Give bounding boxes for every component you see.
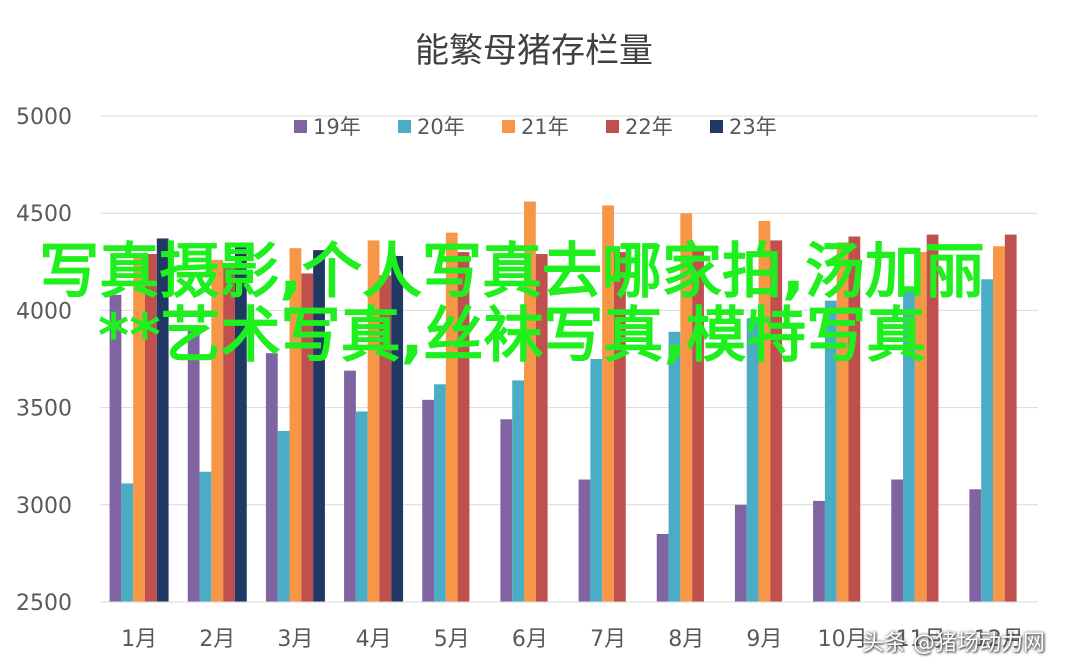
legend: 19年 20年 21年 22年 23年 (294, 115, 777, 139)
x-tick-label: 7月 (590, 627, 626, 652)
bar (758, 220, 771, 602)
watermark: 头条 @猪场动力网 (862, 631, 1045, 656)
x-tick-label: 12月 (974, 627, 1024, 652)
legend-label: 21年 (521, 115, 569, 139)
bar (457, 252, 470, 602)
bar (903, 290, 915, 602)
bar (199, 471, 212, 602)
bar (981, 279, 994, 602)
bar (265, 353, 278, 602)
legend-swatch (398, 120, 411, 133)
bar (133, 257, 145, 602)
bar (578, 479, 591, 602)
x-tick-label: 10月 (818, 627, 868, 652)
bar (313, 250, 325, 603)
legend-label: 22年 (625, 115, 673, 139)
y-axis-ticks: 2500 3000 3500 4000 4500 5000 (16, 105, 72, 616)
bar (848, 236, 861, 602)
y-tick-label: 3000 (16, 494, 72, 519)
bar (590, 359, 603, 602)
bar (144, 254, 157, 603)
bar (813, 500, 825, 602)
bar (836, 242, 849, 603)
bar (613, 252, 626, 602)
bar (535, 254, 548, 603)
bar (914, 252, 927, 602)
bar (223, 263, 235, 602)
bar (344, 370, 356, 602)
bar (121, 483, 134, 602)
bar (367, 240, 380, 602)
bar (692, 246, 704, 603)
y-tick-label: 4000 (16, 299, 72, 324)
bar (824, 300, 837, 602)
legend-swatch (502, 120, 515, 133)
legend-label: 23年 (729, 115, 777, 139)
x-tick-label: 5月 (434, 627, 470, 652)
y-tick-label: 2500 (16, 591, 72, 616)
bar (434, 384, 446, 602)
x-axis-ticks: 1月 2月 3月 4月 5月 6月 7月 8月 9月 10月 11月 12月 (121, 627, 1024, 652)
bar (746, 318, 759, 602)
legend-label: 19年 (313, 115, 361, 139)
x-tick-label: 1月 (121, 627, 157, 652)
bar (680, 213, 693, 602)
bar (524, 201, 536, 602)
legend-swatch (710, 120, 723, 133)
bar (109, 294, 122, 602)
bar (156, 238, 169, 603)
bar (993, 246, 1005, 603)
overlay-caption: 写真摄影,个人写真去哪家拍,汤加丽**艺术写真,丝袜写真,模特写真 (39, 237, 985, 371)
y-tick-label: 5000 (16, 105, 72, 130)
x-tick-label: 4月 (356, 627, 392, 652)
bar (512, 380, 525, 602)
bar (355, 411, 368, 602)
bar (1004, 234, 1017, 603)
x-tick-label: 3月 (277, 627, 313, 652)
bar (187, 329, 200, 602)
bar (379, 275, 392, 602)
bar (422, 399, 435, 602)
x-tick-label: 8月 (668, 627, 704, 652)
legend-label: 20年 (417, 115, 465, 139)
x-tick-label: 11月 (896, 627, 946, 652)
chart-title: 能繁母猪存栏量 (415, 31, 653, 71)
bar (602, 205, 614, 602)
bar (445, 232, 458, 602)
legend-swatch (294, 120, 307, 133)
bar (211, 259, 224, 602)
bar (391, 255, 404, 602)
bar (500, 419, 513, 602)
x-tick-label: 9月 (746, 627, 782, 652)
bar (969, 489, 982, 602)
bar (668, 331, 681, 602)
x-tick-label: 2月 (199, 627, 235, 652)
bar (770, 240, 783, 602)
bar (277, 430, 290, 602)
bar (926, 234, 939, 603)
y-tick-label: 4500 (16, 202, 72, 227)
bar (734, 504, 747, 602)
bars (100, 201, 1038, 603)
y-tick-label: 3500 (16, 397, 72, 422)
bar (891, 479, 904, 602)
bar (301, 273, 314, 602)
bar (656, 533, 669, 602)
legend-swatch (606, 120, 619, 133)
x-tick-label: 6月 (512, 627, 548, 652)
bar (289, 248, 302, 602)
bar (234, 244, 247, 602)
